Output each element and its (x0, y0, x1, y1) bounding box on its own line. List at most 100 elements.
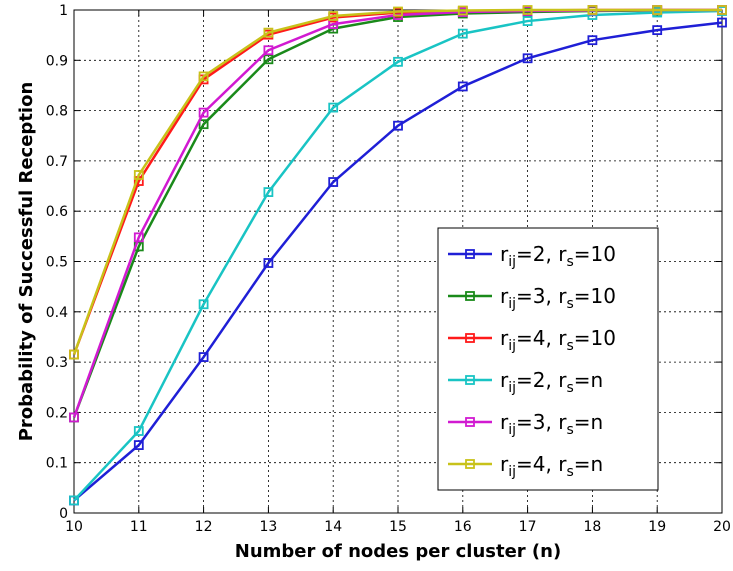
data-point-marker (522, 16, 533, 26)
data-point-marker (198, 352, 209, 362)
series-line (73, 9, 723, 502)
data-point-marker (717, 5, 727, 15)
y-tick-label: 0.1 (46, 456, 68, 472)
data-point-marker (587, 35, 598, 46)
data-point-marker (198, 107, 209, 118)
legend-label-part: =3, r (516, 284, 567, 308)
x-tick-label: 14 (324, 519, 342, 535)
legend-item: rij=3, rs=10 (448, 284, 616, 312)
y-axis-ticks: 0 0.1 0.2 0.3 0.4 0.5 0.6 0.7 0.8 0.9 1 (46, 3, 722, 522)
legend-label-subscript: s (566, 296, 573, 312)
legend-label-part: r (500, 284, 509, 308)
y-tick-label: 0.7 (46, 154, 68, 170)
data-point-marker (457, 28, 468, 39)
y-tick-label: 0.2 (46, 405, 68, 421)
legend-item: rij=4, rs=n (448, 452, 603, 480)
data-point-marker (133, 170, 144, 180)
legend-label-part: =3, r (516, 410, 567, 434)
legend-swatch-marker (465, 249, 475, 259)
legend-label-part: =10 (574, 326, 616, 350)
legend-item: rij=2, rs=10 (448, 242, 616, 270)
legend-label-part: r (500, 452, 509, 476)
legend-label: rij=3, rs=10 (500, 284, 616, 312)
legend-item: rij=2, rs=n (448, 368, 603, 396)
legend-label-subscript: ij (508, 254, 516, 270)
data-point-marker (457, 81, 468, 92)
legend-swatch-marker (465, 459, 475, 469)
y-tick-label: 0.3 (46, 355, 68, 371)
x-tick-label: 17 (519, 519, 537, 535)
legend-label-subscript: s (566, 422, 573, 438)
data-point-marker (133, 232, 144, 243)
data-point-marker (133, 426, 144, 436)
legend-label-part: r (500, 368, 509, 392)
x-tick-label: 20 (713, 519, 731, 535)
legend-label-part: =10 (574, 284, 616, 308)
data-point-marker (393, 56, 403, 67)
data-point-marker (652, 5, 663, 15)
legend-label-subscript: s (566, 338, 573, 354)
data-point-marker (587, 5, 598, 15)
legend-item: rij=3, rs=n (448, 410, 603, 438)
legend-label-subscript: ij (508, 380, 516, 396)
x-tick-label: 15 (389, 519, 407, 535)
data-point-marker (522, 5, 533, 15)
data-point-marker (263, 54, 274, 65)
x-tick-label: 19 (648, 519, 666, 535)
y-tick-label: 0.4 (46, 305, 68, 321)
series-layer (69, 5, 727, 506)
data-point-marker (457, 5, 468, 16)
legend-label-part: =n (574, 452, 603, 476)
x-axis-label: Number of nodes per cluster (n) (235, 541, 561, 562)
x-tick-label: 18 (583, 519, 601, 535)
y-axis-label: Probability of Successful Reception (16, 82, 37, 442)
legend-label-part: =4, r (516, 452, 567, 476)
legend-label-subscript: ij (508, 296, 516, 312)
data-point-marker (198, 71, 209, 82)
x-tick-label: 16 (454, 519, 472, 535)
legend-label-part: =10 (574, 242, 616, 266)
data-point-marker (522, 53, 533, 64)
y-tick-label: 0 (59, 506, 68, 522)
legend-label-subscript: ij (508, 338, 516, 354)
legend-label-part: r (500, 410, 509, 434)
data-point-marker (328, 102, 339, 113)
legend-label: rij=4, rs=10 (500, 326, 616, 354)
legend-label: rij=4, rs=n (500, 452, 603, 480)
x-axis-ticks: 10 11 12 13 14 15 16 17 18 19 20 (65, 10, 731, 535)
x-tick-label: 12 (195, 519, 213, 535)
legend-label-part: =n (574, 368, 603, 392)
data-point-marker (652, 25, 663, 36)
legend-label-part: =4, r (516, 326, 567, 350)
legend-label-part: =2, r (516, 242, 567, 266)
series-line (73, 21, 723, 502)
legend-swatch-marker (465, 333, 475, 343)
y-tick-label: 0.8 (46, 104, 68, 120)
data-point-marker (198, 299, 209, 310)
legend-item: rij=4, rs=10 (448, 326, 616, 354)
legend-label: rij=2, rs=10 (500, 242, 616, 270)
data-point-marker (198, 119, 209, 130)
data-point-marker (263, 187, 274, 197)
x-tick-label: 13 (259, 519, 277, 535)
data-point-marker (717, 17, 727, 28)
legend-label: rij=2, rs=n (500, 368, 603, 396)
legend-label-part: r (500, 242, 509, 266)
legend-label-subscript: s (566, 254, 573, 270)
data-point-marker (263, 258, 274, 268)
y-tick-label: 0.9 (46, 53, 68, 69)
legend-label-part: r (500, 326, 509, 350)
legend-label-subscript: s (566, 464, 573, 480)
series-line (72, 8, 722, 355)
legend-label: rij=3, rs=n (500, 410, 603, 438)
legend-swatch-marker (465, 375, 475, 385)
data-point-marker (328, 11, 339, 21)
legend-box (437, 227, 659, 491)
legend-label-subscript: s (566, 380, 573, 396)
data-point-marker (393, 6, 403, 17)
data-point-marker (69, 495, 79, 506)
y-tick-label: 0.5 (46, 255, 68, 271)
series-6 (69, 5, 727, 360)
data-point-marker (133, 440, 144, 450)
